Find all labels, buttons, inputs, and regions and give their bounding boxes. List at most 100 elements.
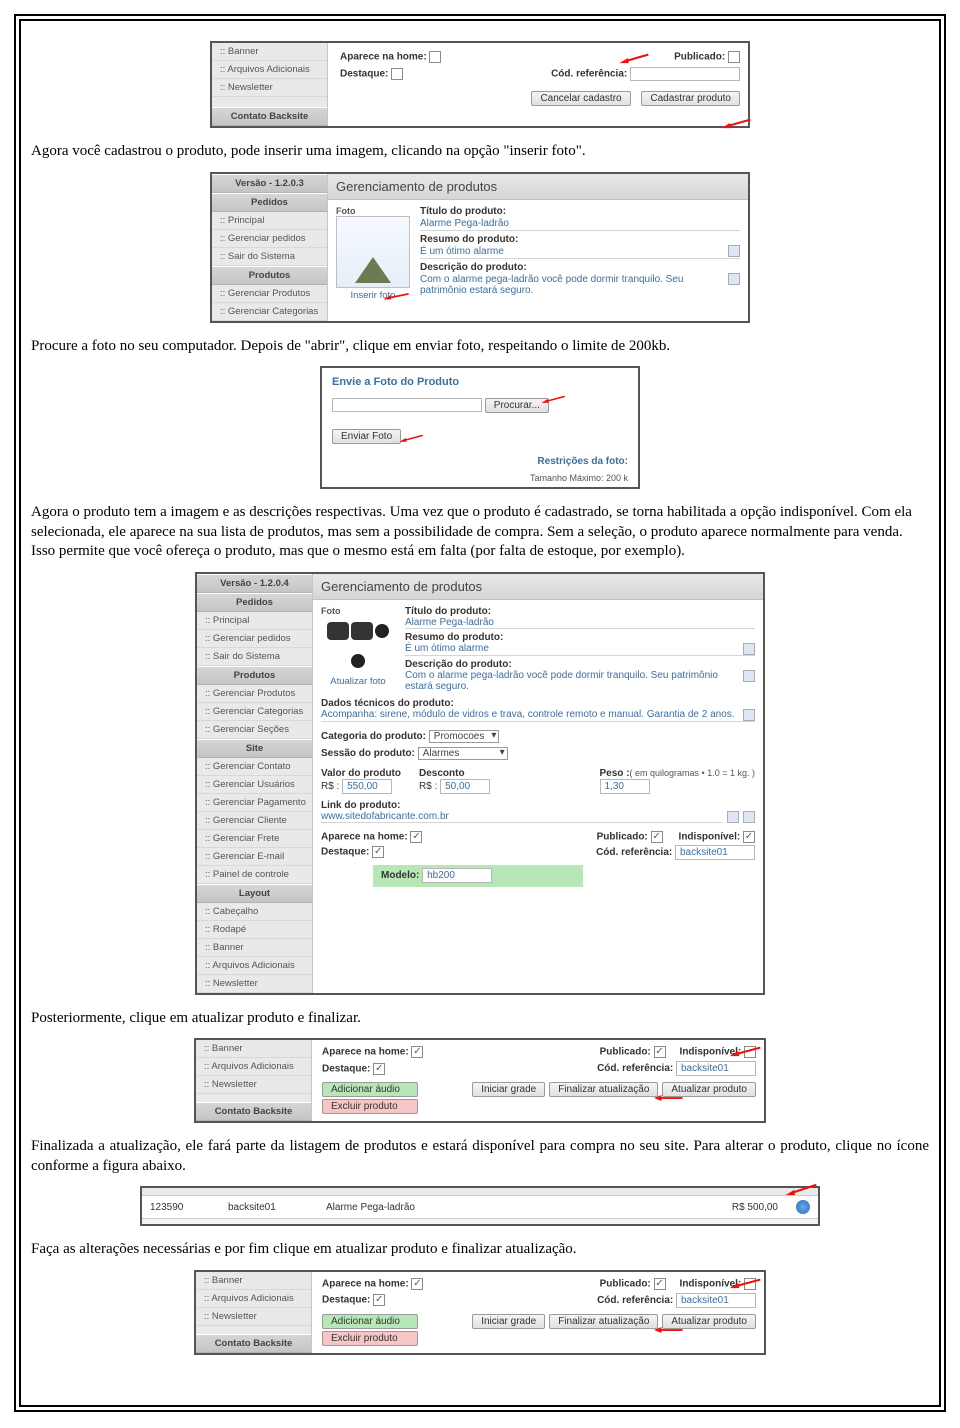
sidebar-item[interactable]: :: Gerenciar Contato: [197, 758, 312, 776]
foto-label: Foto: [336, 206, 410, 216]
sidebar-item[interactable]: :: Gerenciar Categorias: [212, 303, 327, 321]
checkbox-publicado[interactable]: [651, 831, 663, 843]
add-audio-button[interactable]: Adicionar áudio: [322, 1314, 418, 1329]
sidebar-item[interactable]: :: Banner: [197, 939, 312, 957]
checkbox-destaque[interactable]: [391, 68, 403, 80]
label-link: Link do produto:: [321, 800, 755, 811]
excluir-button[interactable]: Excluir produto: [322, 1331, 418, 1346]
value-descricao[interactable]: Com o alarme pega-ladrão você pode dormi…: [420, 273, 724, 297]
value-resumo[interactable]: É um ótimo alarme: [420, 245, 724, 258]
edit-icon[interactable]: [728, 245, 740, 257]
checkbox-indisponivel[interactable]: [744, 1046, 756, 1058]
edit-icon[interactable]: [727, 811, 739, 823]
edit-icon[interactable]: [728, 273, 740, 285]
checkbox-indisponivel[interactable]: [744, 1278, 756, 1290]
sidebar-item-contato[interactable]: Contato Backsite: [196, 1334, 311, 1353]
paragraph-4: Posteriormente, clique em atualizar prod…: [31, 1009, 929, 1029]
atualizar-foto-link[interactable]: Atualizar foto: [321, 676, 395, 687]
sidebar-item[interactable]: :: Newsletter: [212, 79, 327, 97]
finalizar-button[interactable]: Finalizar atualização: [549, 1314, 658, 1329]
label-categoria: Categoria do produto:: [321, 731, 426, 742]
sidebar-item[interactable]: :: Rodapé: [197, 921, 312, 939]
sidebar-item[interactable]: :: Banner: [196, 1040, 311, 1058]
checkbox-destaque[interactable]: [373, 1294, 385, 1306]
value-titulo[interactable]: Alarme Pega-ladrão: [405, 617, 755, 629]
sidebar-item[interactable]: :: Arquivos Adicionais: [197, 957, 312, 975]
label-aparece-home: Aparece na home:: [322, 1047, 409, 1058]
value-descricao[interactable]: Com o alarme pega-ladrão você pode dormi…: [405, 670, 739, 692]
edit-row-icon[interactable]: [796, 1200, 810, 1214]
iniciar-grade-button[interactable]: Iniciar grade: [472, 1082, 545, 1097]
browse-button[interactable]: Procurar...: [485, 398, 549, 413]
atualizar-button[interactable]: Atualizar produto: [662, 1314, 756, 1329]
checkbox-aparece-home[interactable]: [429, 51, 441, 63]
input-cod-ref[interactable]: [630, 67, 740, 81]
add-audio-button[interactable]: Adicionar áudio: [322, 1082, 418, 1097]
checkbox-aparece-home[interactable]: [411, 1278, 423, 1290]
sidebar-item[interactable]: :: Newsletter: [197, 975, 312, 993]
input-cod-ref[interactable]: backsite01: [676, 1061, 756, 1076]
register-button[interactable]: Cadastrar produto: [641, 91, 740, 106]
atualizar-button[interactable]: Atualizar produto: [662, 1082, 756, 1097]
edit-icon[interactable]: [743, 670, 755, 682]
sidebar-item[interactable]: :: Gerenciar Categorias: [197, 703, 312, 721]
input-peso[interactable]: 1,30: [600, 779, 650, 794]
excluir-button[interactable]: Excluir produto: [322, 1099, 418, 1114]
iniciar-grade-button[interactable]: Iniciar grade: [472, 1314, 545, 1329]
checkbox-aparece-home[interactable]: [410, 831, 422, 843]
sidebar-item-contato[interactable]: Contato Backsite: [212, 107, 327, 126]
checkbox-publicado[interactable]: [654, 1278, 666, 1290]
sidebar-item[interactable]: :: Gerenciar Frete: [197, 830, 312, 848]
sidebar-item[interactable]: :: Sair do Sistema: [197, 648, 312, 666]
sidebar-item[interactable]: :: Arquivos Adicionais: [212, 61, 327, 79]
select-sessao[interactable]: Alarmes: [418, 747, 508, 760]
sidebar-item[interactable]: :: Gerenciar E-mail: [197, 848, 312, 866]
sidebar-item[interactable]: :: Gerenciar Produtos: [212, 285, 327, 303]
sidebar-item[interactable]: :: Arquivos Adicionais: [196, 1058, 311, 1076]
input-desconto[interactable]: 50,00: [440, 779, 490, 794]
input-cod-ref[interactable]: backsite01: [675, 845, 755, 860]
sidebar-item[interactable]: :: Banner: [196, 1272, 311, 1290]
checkbox-aparece-home[interactable]: [411, 1046, 423, 1058]
edit-icon[interactable]: [743, 643, 755, 655]
file-path-input[interactable]: [332, 398, 482, 412]
edit-icon[interactable]: [743, 811, 755, 823]
checkbox-publicado[interactable]: [654, 1046, 666, 1058]
finalizar-button[interactable]: Finalizar atualização: [549, 1082, 658, 1097]
sidebar-item[interactable]: :: Cabeçalho: [197, 903, 312, 921]
sidebar-item[interactable]: :: Gerenciar Produtos: [197, 685, 312, 703]
sidebar-item[interactable]: :: Banner: [212, 43, 327, 61]
value-titulo[interactable]: Alarme Pega-ladrão: [420, 217, 740, 231]
inserir-foto-link[interactable]: Inserir foto: [336, 290, 410, 301]
sidebar-item[interactable]: :: Gerenciar Seções: [197, 721, 312, 739]
sidebar-item[interactable]: :: Painel de controle: [197, 866, 312, 884]
sidebar-item[interactable]: :: Gerenciar pedidos: [197, 630, 312, 648]
sidebar-item[interactable]: :: Sair do Sistema: [212, 248, 327, 266]
value-link[interactable]: www.sitedofabricante.com.br: [321, 811, 723, 823]
send-photo-button[interactable]: Enviar Foto: [332, 429, 401, 444]
input-modelo[interactable]: hb200: [422, 868, 492, 883]
edit-icon[interactable]: [743, 709, 755, 721]
checkbox-destaque[interactable]: [372, 846, 384, 858]
sidebar-item[interactable]: :: Arquivos Adicionais: [196, 1290, 311, 1308]
cancel-button[interactable]: Cancelar cadastro: [531, 91, 630, 106]
value-resumo[interactable]: É um ótimo alarme: [405, 643, 739, 655]
sidebar-item[interactable]: :: Principal: [212, 212, 327, 230]
sidebar-item[interactable]: :: Gerenciar Pagamento: [197, 794, 312, 812]
checkbox-publicado[interactable]: [728, 51, 740, 63]
label-peso: Peso :: [600, 768, 630, 779]
input-valor[interactable]: 550,00: [342, 779, 392, 794]
value-dados[interactable]: Acompanha: sirene, módulo de vidros e tr…: [321, 709, 739, 721]
sidebar-item[interactable]: :: Gerenciar Usuários: [197, 776, 312, 794]
sidebar-item[interactable]: :: Principal: [197, 612, 312, 630]
paragraph-5: Finalizada a atualização, ele fará parte…: [31, 1137, 929, 1176]
sidebar-item[interactable]: :: Newsletter: [196, 1308, 311, 1326]
checkbox-destaque[interactable]: [373, 1063, 385, 1075]
select-categoria[interactable]: Promocoes: [429, 730, 500, 743]
sidebar-item[interactable]: :: Newsletter: [196, 1076, 311, 1094]
checkbox-indisponivel[interactable]: [743, 831, 755, 843]
sidebar-item[interactable]: :: Gerenciar pedidos: [212, 230, 327, 248]
sidebar-item-contato[interactable]: Contato Backsite: [196, 1102, 311, 1121]
sidebar-item[interactable]: :: Gerenciar Cliente: [197, 812, 312, 830]
input-cod-ref[interactable]: backsite01: [676, 1293, 756, 1308]
